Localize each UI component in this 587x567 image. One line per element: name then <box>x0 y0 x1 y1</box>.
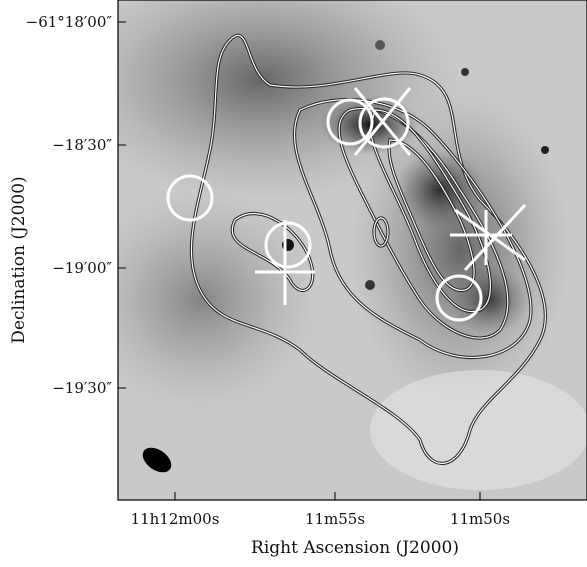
frame <box>117 0 587 501</box>
source-markers <box>166 87 527 322</box>
y-tick-label: −61°18′00″ <box>26 13 113 31</box>
x-tick-label: 11m50s <box>450 510 510 528</box>
y-tick-label: −19′30″ <box>52 379 112 397</box>
ticks <box>118 21 481 500</box>
y-tick-label: −19′00″ <box>52 259 112 277</box>
y-tick-label: −18′30″ <box>52 136 112 154</box>
beam <box>142 447 172 473</box>
x-tick-label: 11m55s <box>305 510 365 528</box>
x-axis-label: Right Ascension (J2000) <box>251 538 459 558</box>
contours <box>189 33 547 465</box>
sky-image <box>118 0 587 500</box>
y-axis-label: Declination (J2000) <box>9 176 29 343</box>
x-tick-label: 11h12m00s <box>131 510 220 528</box>
